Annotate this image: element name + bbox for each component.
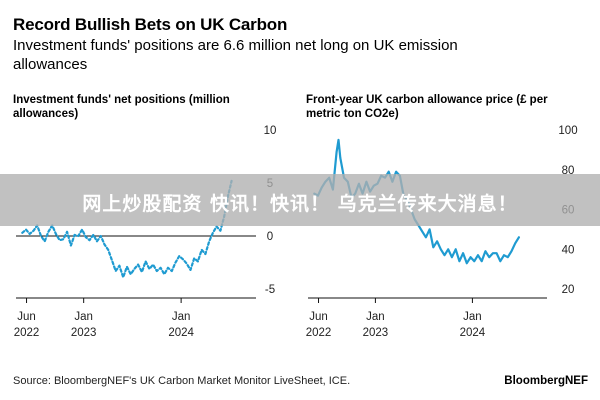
overlay-banner: [0, 174, 600, 226]
x-tick-label-month: Jun: [309, 311, 328, 323]
chart-subtitle: Investment funds' positions are 6.6 mill…: [13, 37, 458, 73]
x-tick-label-month: Jan: [74, 311, 93, 323]
source-note: Source: BloombergNEF's UK Carbon Market …: [13, 375, 351, 387]
x-tick-label-year: 2024: [460, 327, 486, 339]
right-panel-title: Front-year UK carbon allowance price (£ …: [306, 94, 548, 120]
y-tick-label: 20: [562, 284, 575, 296]
net-positions-line: [21, 179, 233, 279]
x-tick-label-year: 2023: [71, 327, 97, 339]
x-tick-label-year: 2024: [168, 327, 194, 339]
chart-title: Record Bullish Bets on UK Carbon: [13, 15, 288, 34]
y-tick-label: 100: [558, 125, 577, 137]
y-tick-label: 40: [562, 244, 575, 256]
y-tick-label: 80: [562, 165, 575, 177]
y-tick-label: 0: [267, 231, 273, 243]
x-tick-label-month: Jan: [463, 311, 482, 323]
y-tick-label: -5: [265, 284, 275, 296]
x-tick-label-month: Jun: [17, 311, 36, 323]
x-tick-label-year: 2023: [363, 327, 389, 339]
brand-logo: BloombergNEF: [504, 375, 588, 387]
overlay-banner-text: 网上炒股配资 快讯！快讯！ 乌克兰传来大消息！: [82, 193, 518, 215]
y-tick-label: 10: [264, 125, 277, 137]
x-tick-label-month: Jan: [366, 311, 385, 323]
x-tick-label-month: Jan: [172, 311, 191, 323]
left-panel-title: Investment funds' net positions (million…: [13, 94, 230, 120]
x-tick-label-year: 2022: [14, 327, 40, 339]
x-tick-label-year: 2022: [306, 327, 332, 339]
